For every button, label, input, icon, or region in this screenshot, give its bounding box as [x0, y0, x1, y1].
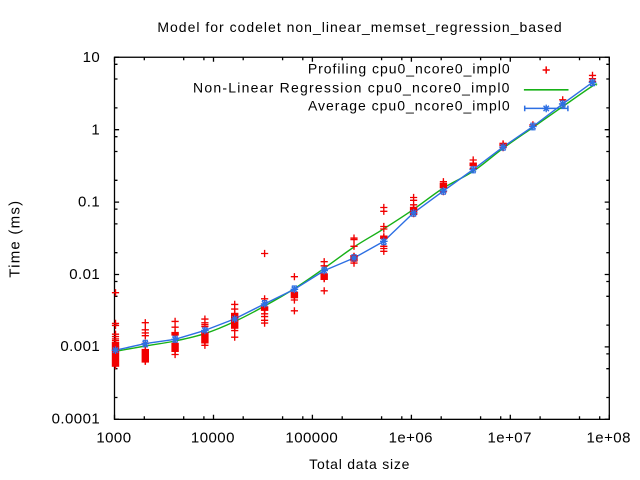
svg-text:100000: 100000 — [285, 430, 338, 447]
svg-text:Model for codelet non_linear_m: Model for codelet non_linear_memset_regr… — [157, 19, 562, 35]
svg-text:10000: 10000 — [191, 430, 235, 447]
svg-text:Non-Linear Regression cpu0_nco: Non-Linear Regression cpu0_ncore0_impl0 — [193, 79, 511, 95]
svg-text:1e+07: 1e+07 — [488, 430, 532, 447]
svg-text:0.1: 0.1 — [78, 194, 100, 211]
svg-text:Profiling cpu0_ncore0_impl0: Profiling cpu0_ncore0_impl0 — [308, 61, 511, 77]
svg-text:1e+06: 1e+06 — [389, 430, 433, 447]
svg-text:1e+08: 1e+08 — [587, 430, 631, 447]
svg-text:Total data size: Total data size — [309, 456, 410, 472]
svg-text:10: 10 — [83, 49, 101, 66]
svg-text:Average cpu0_ncore0_impl0: Average cpu0_ncore0_impl0 — [308, 97, 511, 113]
svg-text:0.01: 0.01 — [69, 266, 100, 283]
svg-text:1: 1 — [91, 122, 100, 139]
svg-text:0.001: 0.001 — [60, 338, 100, 355]
svg-text:1000: 1000 — [96, 430, 131, 447]
svg-text:Time (ms): Time (ms) — [7, 200, 24, 278]
svg-text:0.0001: 0.0001 — [52, 411, 101, 428]
